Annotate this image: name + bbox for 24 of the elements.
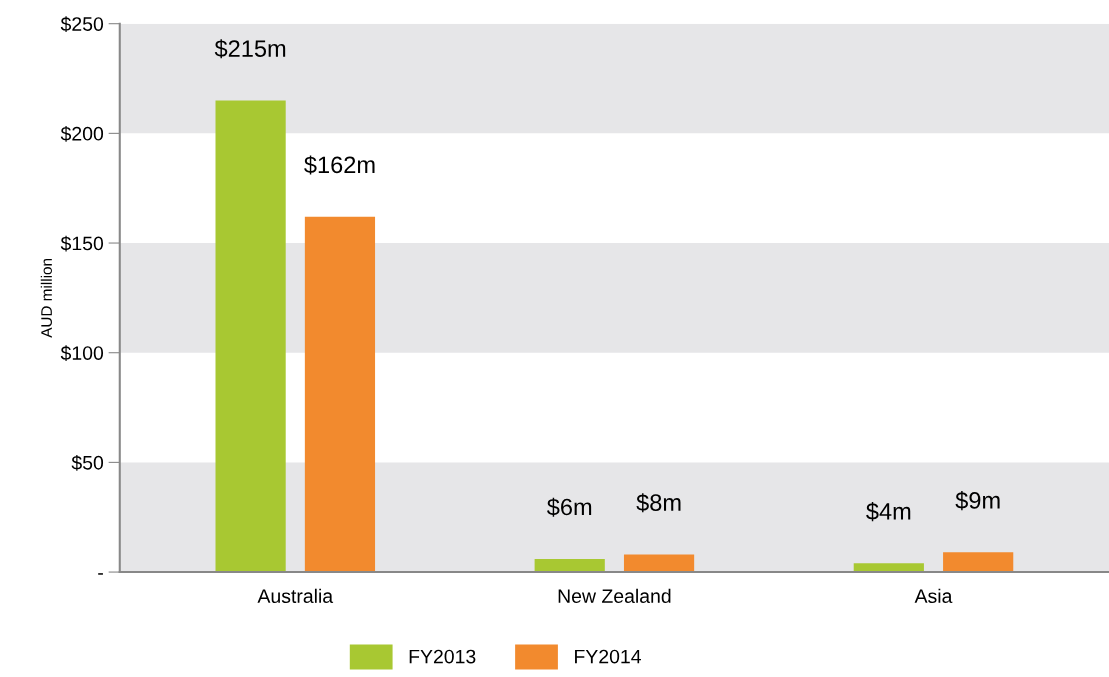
data-label: $6m [547, 497, 592, 517]
x-tick-label: New Zealand [558, 588, 671, 604]
bar [853, 563, 924, 573]
data-label: $215m [214, 39, 286, 59]
data-label: $8m [636, 493, 681, 513]
y-axis-title: AUD million [40, 258, 52, 338]
y-tick-label: $200 [60, 126, 104, 142]
bar [304, 216, 376, 573]
x-tick-label: Asia [914, 588, 953, 604]
data-label: $162m [304, 155, 375, 175]
data-label: $9m [955, 491, 1000, 511]
bar [215, 100, 286, 573]
bar [623, 554, 695, 573]
y-tick-label: $250 [60, 16, 104, 33]
legend-label: FY2013 [409, 649, 476, 664]
legend-label: FY2014 [575, 649, 641, 664]
x-tick-label: Australia [257, 588, 334, 604]
data-label: $4m [866, 502, 911, 522]
y-tick-label: $100 [60, 345, 104, 362]
bar [534, 558, 605, 573]
y-tick-label: $50 [71, 455, 104, 471]
bar [943, 552, 1014, 573]
y-tick-label: - [98, 573, 103, 575]
y-tick-label: $150 [60, 235, 104, 252]
